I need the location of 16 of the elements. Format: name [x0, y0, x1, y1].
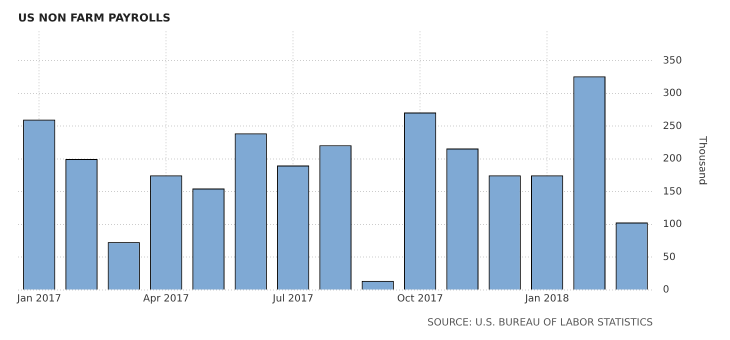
x-tick-label: Jan 2018 — [524, 294, 570, 305]
y-tick-label: 150 — [662, 186, 682, 198]
y-tick-label: 250 — [662, 120, 682, 132]
source-note: SOURCE: U.S. BUREAU OF LABOR STATISTICS — [427, 318, 653, 329]
y-tick-label: 0 — [662, 284, 670, 296]
x-tick-label: Jan 2017 — [16, 294, 62, 305]
y-tick-label: 300 — [662, 88, 682, 100]
x-tick-label: Apr 2017 — [143, 294, 190, 305]
y-tick-label: 100 — [662, 219, 682, 230]
y-axis-title: Thousand — [696, 135, 708, 186]
y-tick-label: 200 — [662, 154, 682, 165]
x-tick-label: Oct 2017 — [397, 294, 444, 305]
x-tick-label: Jul 2017 — [272, 294, 314, 305]
y-tick-label: 350 — [662, 55, 682, 66]
y-tick-label: 50 — [662, 252, 676, 263]
chart-title: US NON FARM PAYROLLS — [18, 11, 171, 24]
